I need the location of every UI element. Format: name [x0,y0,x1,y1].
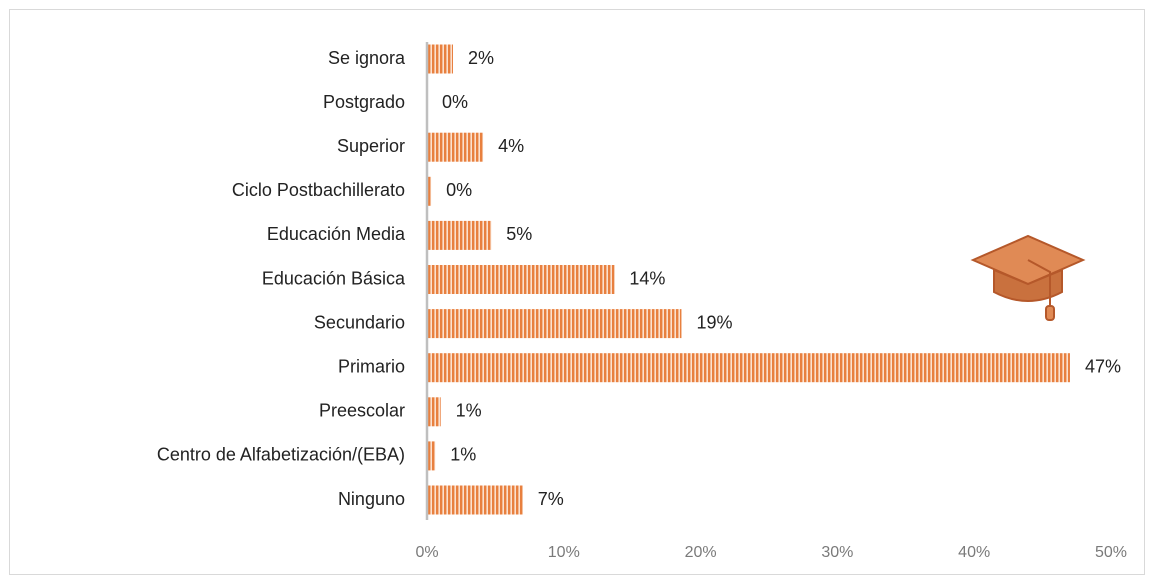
value-label: 4% [498,136,524,156]
category-label: Se ignora [328,48,406,68]
value-label: 5% [506,224,532,244]
category-label: Primario [338,356,405,376]
category-label: Ciclo Postbachillerato [232,180,405,200]
value-label: 14% [629,268,665,288]
x-tick-label: 10% [548,544,580,561]
category-label: Ninguno [338,489,405,509]
x-tick-label: 30% [821,544,853,561]
value-label: 47% [1085,356,1121,376]
bar [427,44,453,74]
category-label: Centro de Alfabetización/(EBA) [157,445,405,465]
category-label: Postgrado [323,92,405,112]
x-tick-label: 50% [1095,544,1127,561]
x-tick-label: 20% [685,544,717,561]
bar [427,176,432,206]
bar [427,220,492,250]
bar [427,397,441,427]
category-label: Preescolar [319,401,405,421]
category-label: Secundario [314,312,405,332]
value-label: 0% [442,92,468,112]
value-label: 2% [468,48,494,68]
value-label: 1% [456,401,482,421]
value-label: 1% [450,445,476,465]
value-label: 19% [696,312,732,332]
value-label: 0% [446,180,472,200]
graduation-cap-icon [970,234,1086,321]
bar [427,265,615,294]
x-tick-label: 40% [958,544,990,561]
bar [427,132,484,162]
bar [427,485,523,515]
x-tick-label: 0% [415,544,438,561]
bar [427,309,682,339]
value-label: 7% [538,489,564,509]
bar [427,441,436,471]
category-label: Educación Media [267,224,406,244]
bar [427,353,1070,383]
category-label: Superior [337,136,405,156]
category-label: Educación Básica [262,268,406,288]
